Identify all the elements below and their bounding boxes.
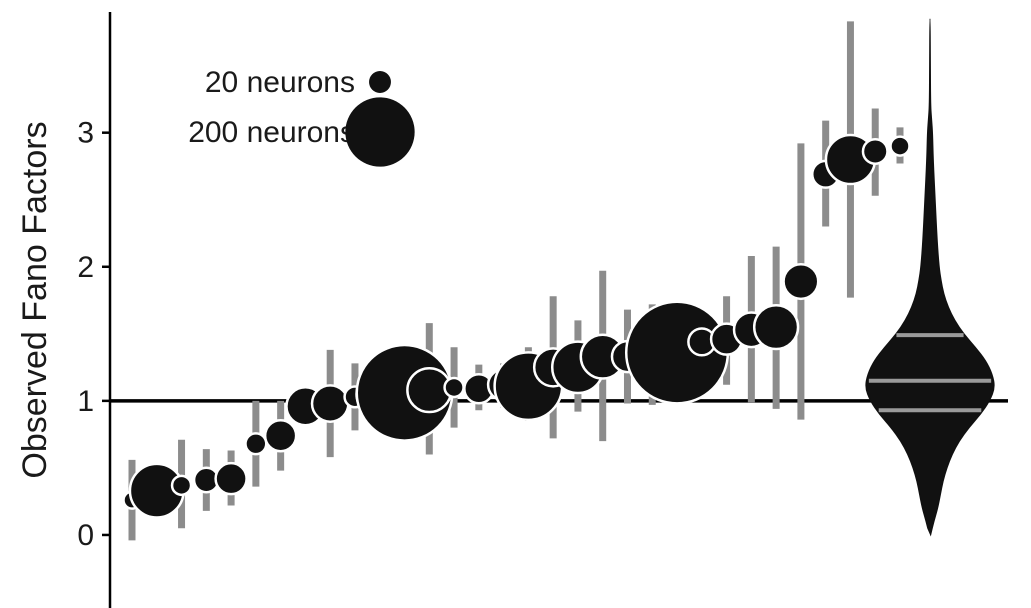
data-point xyxy=(244,432,268,456)
data-point xyxy=(263,418,298,453)
data-point xyxy=(443,376,465,399)
data-point xyxy=(782,262,820,301)
data-point xyxy=(214,461,248,496)
data-point xyxy=(889,135,911,157)
y-tick-label: 3 xyxy=(77,117,94,150)
data-point xyxy=(624,300,730,405)
legend-marker xyxy=(345,97,415,167)
data-point xyxy=(861,137,889,165)
data-point xyxy=(752,303,800,351)
data-point xyxy=(170,474,193,497)
data-points xyxy=(122,133,911,519)
y-tick-label: 0 xyxy=(77,519,94,552)
y-tick-label: 1 xyxy=(77,385,94,418)
violin-shape xyxy=(865,18,995,537)
legend-label: 200 neurons xyxy=(188,116,355,149)
y-axis: 0 1 2 3 xyxy=(77,12,112,608)
legend-label: 20 neurons xyxy=(205,66,355,99)
y-tick-label: 2 xyxy=(77,251,94,284)
y-axis-title: Observed Fano Factors xyxy=(16,121,54,478)
legend: 20 neurons 200 neurons xyxy=(188,66,415,167)
legend-marker xyxy=(369,71,391,93)
distribution-violin xyxy=(865,18,995,537)
data-point xyxy=(310,384,350,423)
